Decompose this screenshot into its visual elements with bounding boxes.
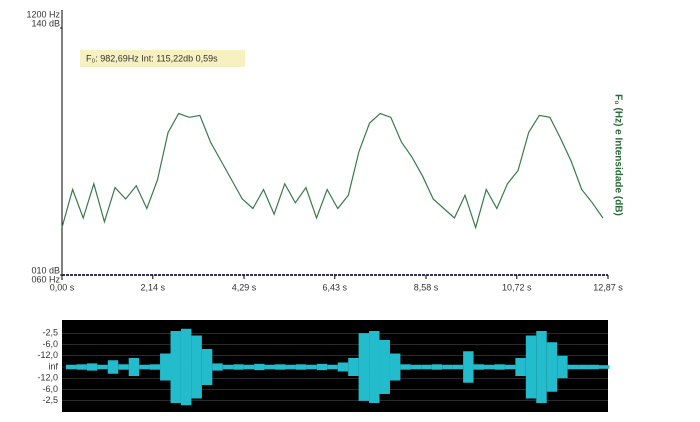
y2-tick-label: 1200 Hz [26, 9, 60, 19]
waveform-segment [588, 364, 599, 370]
waveform-segment [348, 358, 359, 376]
waveform-segment [557, 355, 568, 379]
waveform-segment [191, 335, 202, 399]
x-tick-label: 12,87 s [593, 282, 623, 292]
waveform-segment [66, 364, 77, 370]
waveform-segment [463, 351, 474, 383]
x-tick-label: 2,14 s [141, 282, 166, 292]
f0-line [61, 112, 604, 230]
waveform-segment [306, 364, 317, 370]
waveform-segment [546, 342, 558, 392]
x-tick-label: 0,00 s [50, 282, 75, 292]
x-tick-label: 8,58 s [414, 282, 439, 292]
waveform-segment [410, 364, 422, 370]
waveform-segment [316, 363, 328, 371]
waveform-segment [118, 364, 129, 370]
waveform-segment [160, 353, 171, 381]
waveform-segment [358, 333, 370, 401]
y-tick-label: 140 dB [31, 18, 60, 28]
y2-tick-label: 060 Hz [31, 274, 60, 284]
waveform-segment [442, 364, 453, 370]
waveform-segment [431, 364, 443, 370]
waveform-segment [389, 353, 401, 381]
waveform-segment [515, 358, 526, 376]
waveform-segment [107, 360, 119, 374]
y-tick-label: -12,0 [37, 350, 58, 360]
waveform-segment [128, 358, 140, 376]
waveform-segment [421, 364, 432, 370]
waveform-segment [536, 331, 547, 403]
waveform-segment [149, 364, 161, 370]
waveform-segment [452, 364, 464, 370]
waveform-segment [170, 331, 181, 403]
waveform-segment [369, 331, 380, 403]
waveform-segment [494, 364, 505, 370]
waveform-segment [285, 364, 296, 370]
y-tick-label: -2,5 [42, 328, 58, 338]
waveform-segment [567, 364, 579, 370]
waveform-segment [504, 364, 516, 370]
waveform-segment [578, 364, 589, 370]
waveform-segment [254, 363, 265, 371]
waveform-segment [337, 362, 349, 372]
waveform-segment [76, 364, 87, 370]
waveform-segment [86, 363, 98, 371]
x-tick-label: 10,72 s [502, 282, 532, 292]
waveform-segment [598, 365, 610, 369]
x-tick-label: 4,29 s [232, 282, 257, 292]
y-tick-label: -12,0 [37, 373, 58, 383]
waveform-segment [233, 364, 244, 370]
waveform-segment [275, 364, 286, 370]
waveform-segment [212, 363, 223, 371]
y-tick-label: 010 dB [31, 265, 60, 275]
waveform-segment [264, 364, 276, 370]
waveform-segment [400, 364, 411, 370]
waveform-segment [222, 364, 234, 370]
waveform-segment [243, 364, 255, 370]
waveform-segment [379, 340, 390, 394]
waveform-segment [327, 364, 338, 370]
waveform-segment [295, 364, 307, 370]
y-tick-label: -2,5 [42, 395, 58, 405]
waveform-segment [139, 364, 150, 370]
readout: F₀: 982,69Hz Int: 115,22db 0,59s [86, 53, 218, 63]
y-tick-label: inf [48, 361, 58, 371]
waveform-segment [484, 364, 495, 370]
y-tick-label: -6,0 [42, 384, 58, 394]
readout-box [80, 50, 245, 67]
y-tick-label: -6,0 [42, 339, 58, 349]
x-tick-label: 6,43 s [323, 282, 348, 292]
waveform-segment [180, 328, 192, 406]
axis-label: F₀ (Hz) e Intensidade (dB) [612, 94, 623, 216]
waveform-segment [525, 335, 537, 399]
waveform-segment [201, 349, 213, 385]
waveform-segment [97, 364, 108, 370]
waveform-segment [473, 364, 485, 370]
